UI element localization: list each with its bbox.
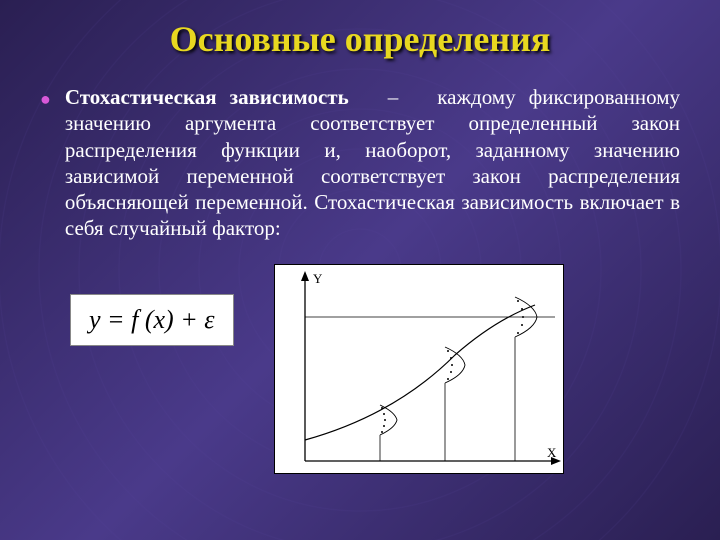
stochastic-chart: Y X bbox=[274, 264, 564, 474]
y-axis-label: Y bbox=[313, 271, 323, 286]
body-paragraph: Стохастическая зависимость – каждому фик… bbox=[65, 84, 680, 242]
term: Стохастическая зависимость bbox=[65, 85, 349, 109]
dot-cluster-1 bbox=[381, 407, 386, 433]
formula-text: y = f (x) + ε bbox=[89, 305, 215, 334]
dash: – bbox=[388, 85, 399, 109]
formula-box: y = f (x) + ε bbox=[70, 294, 234, 346]
bell-2 bbox=[445, 347, 465, 383]
dot-cluster-2 bbox=[447, 350, 453, 380]
chart-svg: Y X bbox=[275, 265, 565, 475]
slide-title: Основные определения bbox=[40, 18, 680, 60]
y-axis-arrow bbox=[301, 271, 309, 281]
bullet-icon: ● bbox=[40, 88, 51, 242]
x-axis-label: X bbox=[547, 445, 557, 460]
regression-curve bbox=[305, 305, 535, 440]
